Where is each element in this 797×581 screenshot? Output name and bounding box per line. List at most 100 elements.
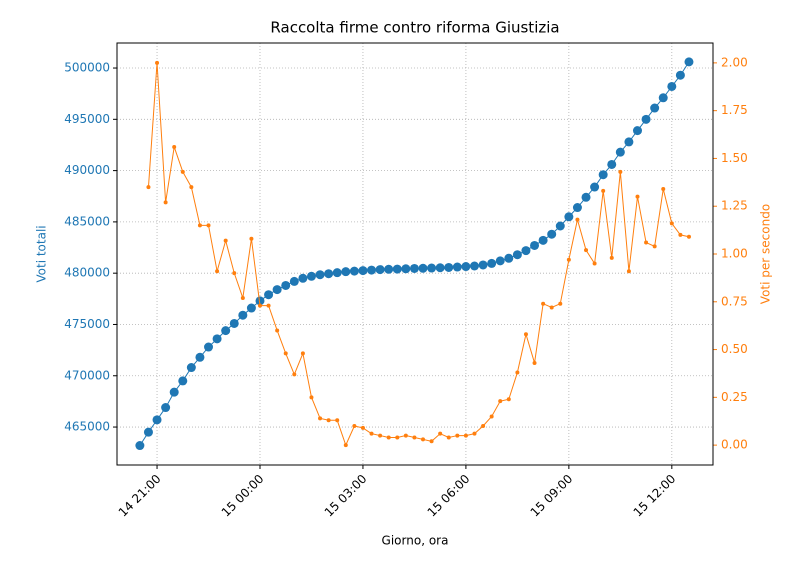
data-point — [309, 395, 314, 400]
data-point — [395, 435, 400, 440]
data-point — [257, 303, 262, 308]
data-point — [412, 435, 417, 440]
data-point — [378, 433, 383, 438]
data-point — [292, 372, 297, 377]
data-point — [335, 418, 340, 423]
data-point — [615, 147, 625, 157]
data-point — [469, 261, 479, 271]
data-point — [403, 433, 408, 438]
data-point — [427, 263, 437, 273]
data-point — [232, 271, 237, 276]
data-point — [161, 403, 171, 413]
data-point — [532, 360, 537, 365]
series-line — [147, 62, 690, 447]
data-point — [575, 217, 580, 222]
data-point — [281, 280, 291, 290]
data-point — [590, 182, 600, 192]
data-point — [264, 290, 274, 300]
data-point — [318, 416, 323, 421]
data-point — [435, 263, 445, 273]
data-point — [644, 240, 649, 245]
data-point — [523, 332, 528, 337]
data-point — [212, 334, 222, 344]
data-point — [246, 303, 256, 313]
y2-tick-label: 0.00 — [721, 438, 748, 452]
data-point — [489, 414, 494, 419]
data-point — [675, 70, 685, 80]
y2-tick-label: 1.50 — [721, 151, 748, 165]
data-point — [624, 137, 634, 147]
data-point — [169, 387, 179, 397]
data-point — [635, 194, 640, 199]
data-point — [652, 244, 657, 249]
y2-tick-label: 0.50 — [721, 342, 748, 356]
y-tick-label: 490000 — [64, 163, 110, 177]
data-point — [438, 431, 443, 436]
y2-tick-label: 1.25 — [721, 199, 748, 213]
data-point — [300, 351, 305, 356]
data-point — [375, 265, 385, 275]
data-point — [195, 352, 205, 362]
data-point — [461, 262, 471, 272]
data-point — [678, 232, 683, 237]
y2-tick-label: 0.75 — [721, 294, 748, 308]
data-point — [238, 310, 248, 320]
data-point — [455, 433, 460, 438]
data-point — [163, 200, 168, 205]
data-point — [504, 253, 514, 263]
x-tick-label: 15 12:00 — [631, 472, 679, 520]
data-point — [521, 246, 531, 256]
data-point — [240, 295, 245, 300]
data-point — [463, 433, 468, 438]
data-point — [249, 236, 254, 241]
plot-frame — [116, 42, 714, 466]
x-tick-label: 15 03:00 — [322, 472, 370, 520]
y2-axis-label: Voti per secondo — [759, 204, 773, 304]
data-point — [506, 397, 511, 402]
y-axis-label: Voti totali — [35, 225, 49, 282]
data-point — [204, 342, 214, 352]
data-point — [332, 268, 342, 278]
data-point — [684, 57, 694, 67]
data-point — [275, 328, 280, 333]
data-point — [189, 185, 194, 190]
data-point — [352, 424, 357, 429]
data-point — [512, 250, 522, 260]
data-point — [180, 169, 185, 174]
data-point — [607, 159, 617, 169]
data-point — [369, 431, 374, 436]
y-tick-label: 465000 — [64, 420, 110, 434]
data-point — [360, 425, 365, 430]
data-point — [146, 185, 151, 190]
data-point — [298, 273, 308, 283]
data-point — [598, 170, 608, 180]
data-point — [326, 418, 331, 423]
data-point — [487, 258, 497, 268]
x-tick-label: 15 00:00 — [219, 472, 267, 520]
data-point — [255, 296, 265, 306]
data-point — [555, 221, 565, 231]
data-point — [306, 271, 316, 281]
data-point — [444, 262, 454, 272]
data-point — [618, 169, 623, 174]
x-tick-label: 14 21:00 — [116, 472, 164, 520]
data-point — [152, 415, 162, 425]
data-point — [632, 126, 642, 136]
y-tick-label: 480000 — [64, 266, 110, 280]
x-tick-label: 15 09:00 — [528, 472, 576, 520]
x-axis-label: Giorno, ora — [382, 534, 449, 548]
data-point — [178, 376, 188, 386]
y2-tick-label: 2.00 — [721, 55, 748, 69]
data-point — [669, 221, 674, 226]
data-point — [215, 269, 220, 274]
chart-title: Raccolta firme contro riforma Giustizia — [270, 19, 559, 37]
data-point — [229, 318, 239, 328]
data-point — [446, 435, 451, 440]
data-point — [289, 276, 299, 286]
data-point — [626, 269, 631, 274]
data-point — [667, 81, 677, 91]
data-point — [549, 305, 554, 310]
data-point — [221, 326, 231, 336]
data-point — [481, 424, 486, 429]
